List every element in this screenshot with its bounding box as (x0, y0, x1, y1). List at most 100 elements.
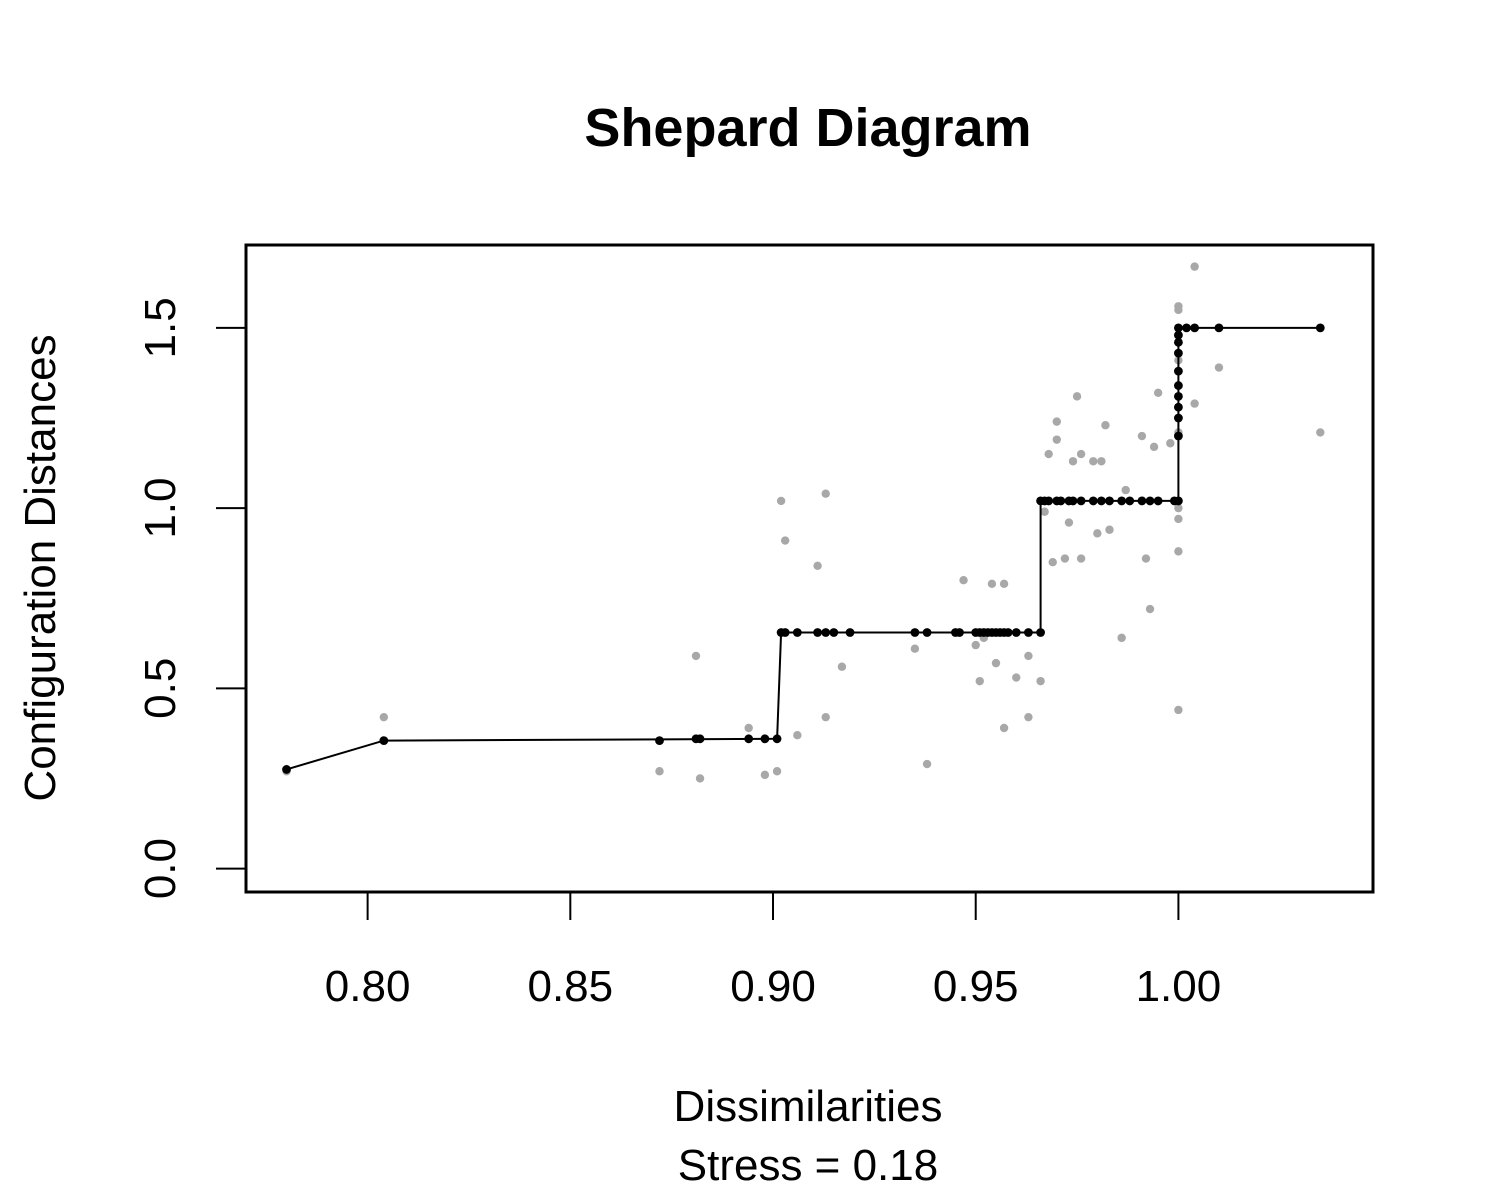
observed-point (780, 536, 790, 545)
observed-point (813, 561, 822, 570)
observed-point (695, 774, 705, 783)
fitted-point (813, 628, 823, 637)
observed-point (1190, 262, 1199, 271)
fitted-point (792, 628, 802, 637)
fitted-point (1174, 337, 1183, 347)
observed-point (1064, 518, 1074, 527)
observed-point (999, 579, 1009, 589)
observed-point (776, 496, 786, 506)
fitted-step-line (286, 326, 1321, 771)
x-axis-title: Dissimilarities (674, 1082, 943, 1131)
fitted-point (1153, 496, 1163, 506)
fitted-point (1088, 496, 1098, 506)
y-tick-label: 0.5 (136, 658, 185, 719)
fitted-points-series (282, 323, 1325, 774)
observed-point (1121, 485, 1130, 495)
observed-point (975, 676, 984, 686)
fitted-point (1174, 431, 1183, 441)
y-tick-label: 0.0 (136, 838, 185, 899)
fitted-point (955, 628, 964, 637)
fitted-point (1044, 496, 1054, 506)
observed-point (1093, 529, 1102, 538)
observed-point (1137, 431, 1147, 441)
fitted-point (772, 734, 782, 744)
observed-point (991, 658, 1001, 668)
observed-point (1105, 525, 1114, 534)
fitted-point (845, 628, 855, 637)
observed-point (379, 712, 389, 722)
observed-point (1166, 439, 1175, 448)
observed-points-series (282, 262, 1325, 783)
fitted-point (1068, 496, 1078, 506)
observed-point (1141, 554, 1151, 563)
x-tick-label: 0.95 (933, 962, 1019, 1011)
observed-point (1174, 705, 1183, 715)
fitted-step-path (286, 326, 1321, 771)
observed-point (987, 579, 997, 589)
plot-area-frame (244, 243, 1375, 894)
fitted-point (1174, 413, 1183, 423)
observed-point (1214, 363, 1224, 372)
fitted-point (1076, 496, 1086, 506)
observed-point (821, 489, 830, 498)
fitted-point (1182, 323, 1191, 333)
stress-subtitle: Stress = 0.18 (678, 1141, 938, 1190)
fitted-point (1315, 323, 1325, 333)
fitted-point (1125, 496, 1135, 506)
fitted-point (379, 736, 389, 746)
observed-point (1174, 514, 1183, 524)
fitted-point (910, 628, 920, 637)
fitted-point (1174, 366, 1183, 376)
fitted-point (829, 628, 839, 637)
observed-point (1097, 457, 1106, 466)
fitted-point (1003, 628, 1013, 637)
fitted-point (760, 734, 770, 744)
observed-point (1145, 604, 1155, 614)
observed-point (1024, 712, 1033, 722)
y-axis-title: Configuration Distances (16, 334, 65, 801)
fitted-point (922, 628, 932, 637)
observed-point (1316, 428, 1325, 437)
fitted-point (1145, 496, 1155, 506)
fitted-point (1214, 323, 1224, 333)
fitted-point (695, 734, 705, 744)
x-tick-label: 0.80 (325, 962, 411, 1011)
observed-point (1052, 435, 1061, 444)
observed-point (971, 640, 980, 650)
observed-point (1076, 554, 1086, 563)
observed-point (1012, 673, 1021, 682)
observed-point (1153, 388, 1163, 397)
observed-point (1024, 651, 1033, 661)
fitted-point (1174, 323, 1183, 333)
observed-point (793, 731, 802, 740)
observed-point (1190, 399, 1199, 408)
fitted-point (1117, 496, 1127, 506)
x-axis: 0.80 0.85 0.90 0.95 1.00 (325, 891, 1222, 1011)
chart-title: Shepard Diagram (584, 98, 1031, 158)
fitted-point (1105, 496, 1114, 506)
fitted-point (1174, 348, 1183, 358)
fitted-point (1137, 496, 1147, 506)
observed-point (959, 576, 968, 585)
observed-point (1060, 554, 1070, 563)
observed-point (910, 644, 920, 653)
observed-point (1174, 302, 1183, 311)
fitted-point (1024, 628, 1033, 637)
fitted-point (1096, 496, 1106, 506)
fitted-point (282, 765, 291, 774)
observed-point (691, 651, 701, 661)
x-tick-label: 1.00 (1136, 962, 1222, 1011)
observed-point (1149, 442, 1159, 452)
y-tick-label: 1.5 (136, 297, 185, 358)
x-tick-label: 0.85 (527, 962, 613, 1011)
fitted-point (1174, 391, 1183, 401)
y-tick-label: 1.0 (136, 478, 185, 539)
observed-point (1048, 557, 1057, 567)
observed-point (655, 767, 664, 776)
x-tick-label: 0.90 (730, 962, 816, 1011)
observed-point (1076, 449, 1086, 459)
fitted-point (1174, 402, 1183, 412)
observed-point (1072, 392, 1082, 401)
observed-point (1036, 676, 1045, 686)
